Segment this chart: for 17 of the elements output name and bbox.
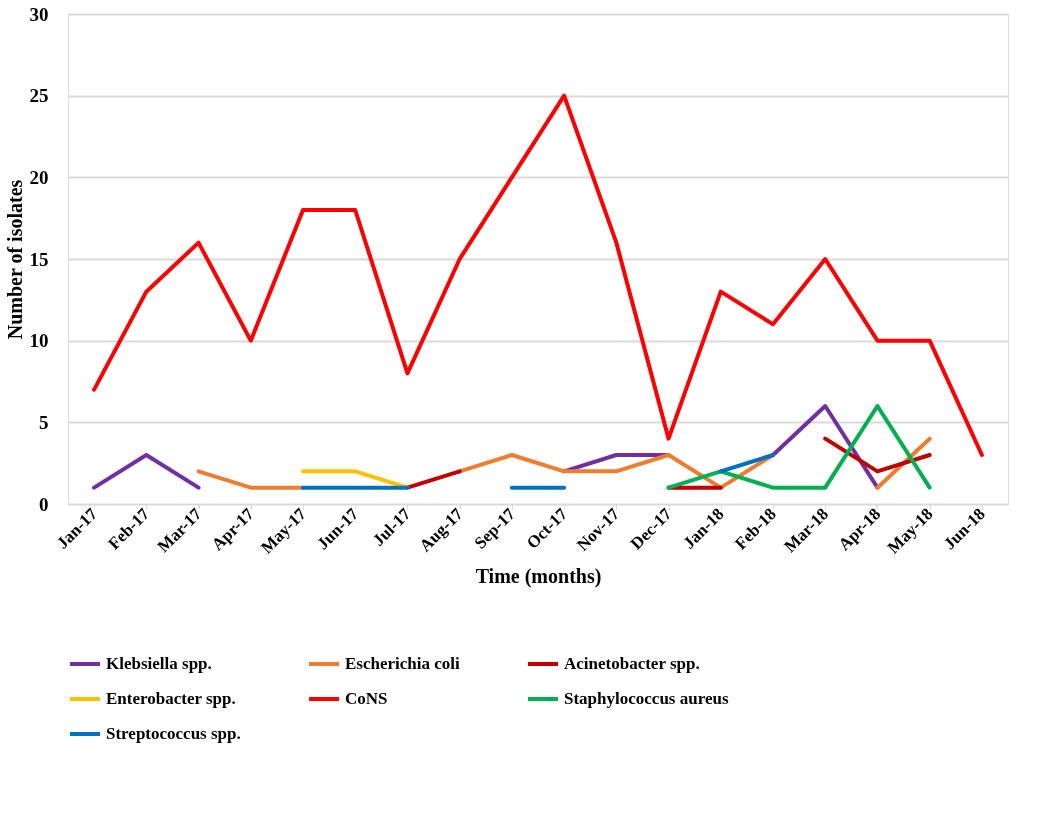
- legend-label: Acinetobacter spp.: [564, 654, 700, 673]
- y-tick-label: 5: [39, 411, 49, 433]
- y-tick-label: 20: [29, 166, 49, 188]
- y-tick-label: 15: [29, 248, 49, 270]
- legend-label: CoNS: [345, 689, 388, 708]
- legend-label: Streptococcus spp.: [106, 724, 241, 743]
- y-tick-label: 25: [29, 85, 49, 107]
- line-series: [92, 93, 984, 457]
- x-axis-title: Time (months): [475, 564, 602, 588]
- y-tick-label: 30: [29, 3, 49, 25]
- y-tick-label: 10: [29, 330, 49, 352]
- y-axis-title: Number of isolates: [3, 179, 26, 340]
- legend-label: Escherichia coli: [345, 654, 461, 673]
- legend-label: Enterobacter spp.: [106, 689, 236, 708]
- legend-label: Klebsiella spp.: [106, 654, 212, 673]
- legend-label: Staphylococcus aureus: [564, 689, 729, 708]
- y-tick-label: 0: [39, 493, 49, 515]
